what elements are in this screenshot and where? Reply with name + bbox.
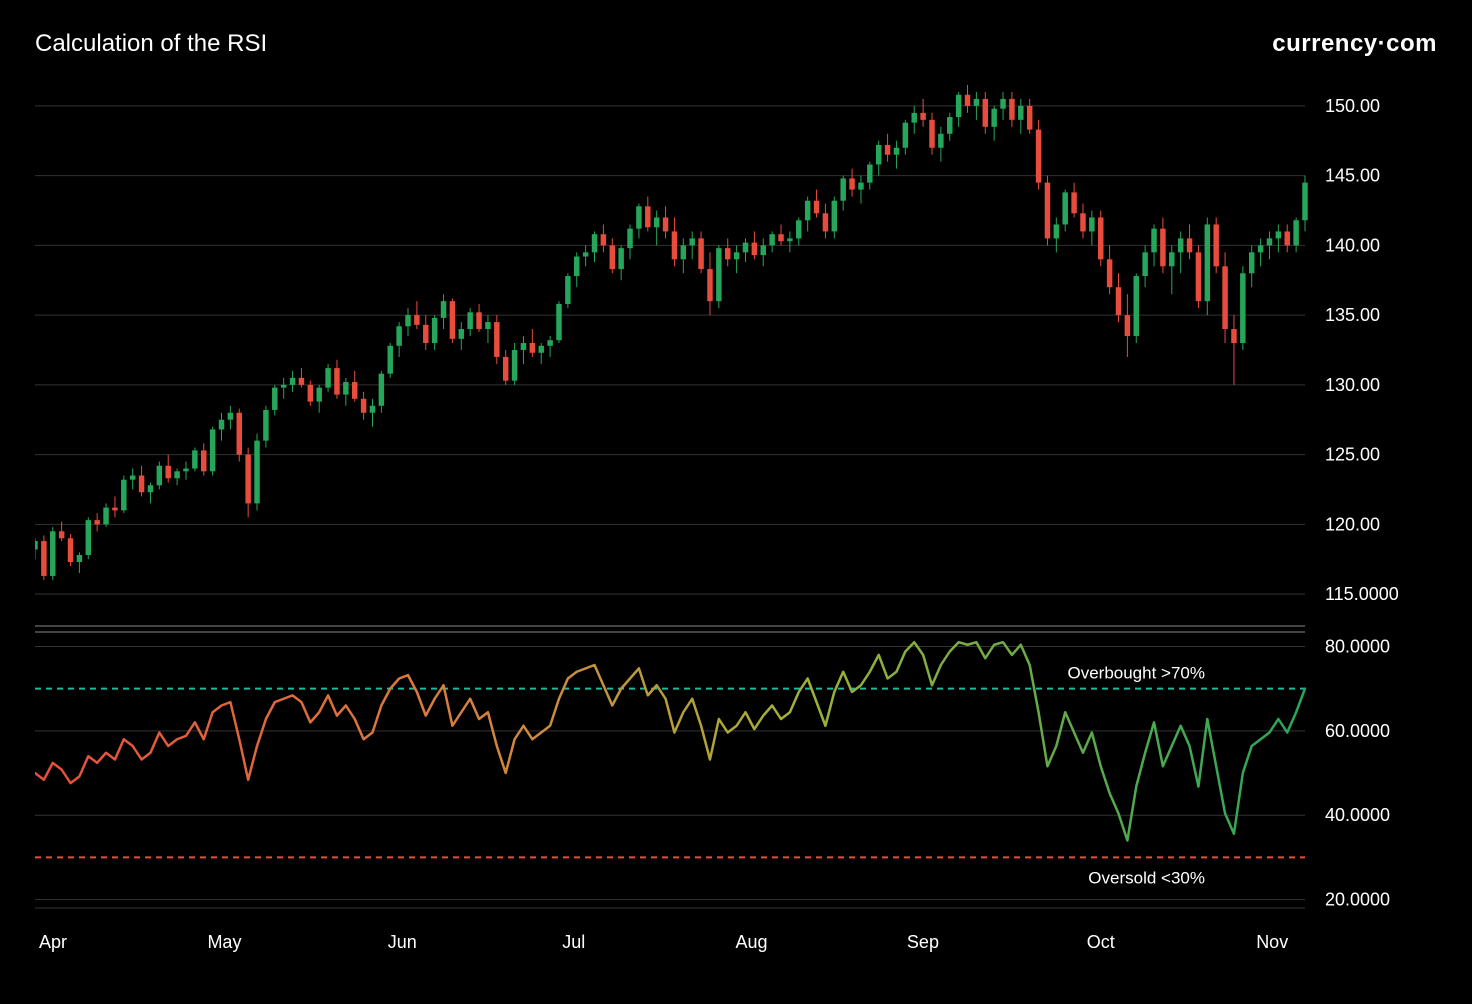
svg-text:May: May xyxy=(207,932,241,952)
svg-text:Jun: Jun xyxy=(388,932,417,952)
svg-text:40.0000: 40.0000 xyxy=(1325,805,1390,825)
svg-text:130.00: 130.00 xyxy=(1325,375,1380,395)
svg-text:Jul: Jul xyxy=(562,932,585,952)
svg-text:Sep: Sep xyxy=(907,932,939,952)
svg-text:Aug: Aug xyxy=(735,932,767,952)
svg-text:60.0000: 60.0000 xyxy=(1325,721,1390,741)
chart-title: Calculation of the RSI xyxy=(35,30,267,58)
svg-text:135.00: 135.00 xyxy=(1325,305,1380,325)
chart-area: 115.0000 120.00 125.00 130.00 135.00 140.00 14… xyxy=(35,78,1437,968)
svg-text:Nov: Nov xyxy=(1256,932,1288,952)
svg-text:125.00: 125.00 xyxy=(1325,445,1380,465)
svg-text:150.00: 150.00 xyxy=(1325,96,1380,116)
svg-text:Apr: Apr xyxy=(39,932,67,952)
oversold-label: Oversold <30% xyxy=(1088,868,1205,887)
svg-text:Oct: Oct xyxy=(1087,932,1115,952)
overbought-label: Overbought >70% xyxy=(1067,664,1205,683)
svg-text:115.0000: 115.0000 xyxy=(1325,584,1399,604)
svg-text:120.00: 120.00 xyxy=(1325,514,1380,534)
svg-text:140.00: 140.00 xyxy=(1325,235,1380,255)
svg-text:20.0000: 20.0000 xyxy=(1325,890,1390,910)
brand-logo: currency·com xyxy=(1272,30,1437,58)
svg-text:80.0000: 80.0000 xyxy=(1325,636,1390,656)
svg-text:145.00: 145.00 xyxy=(1325,166,1380,186)
